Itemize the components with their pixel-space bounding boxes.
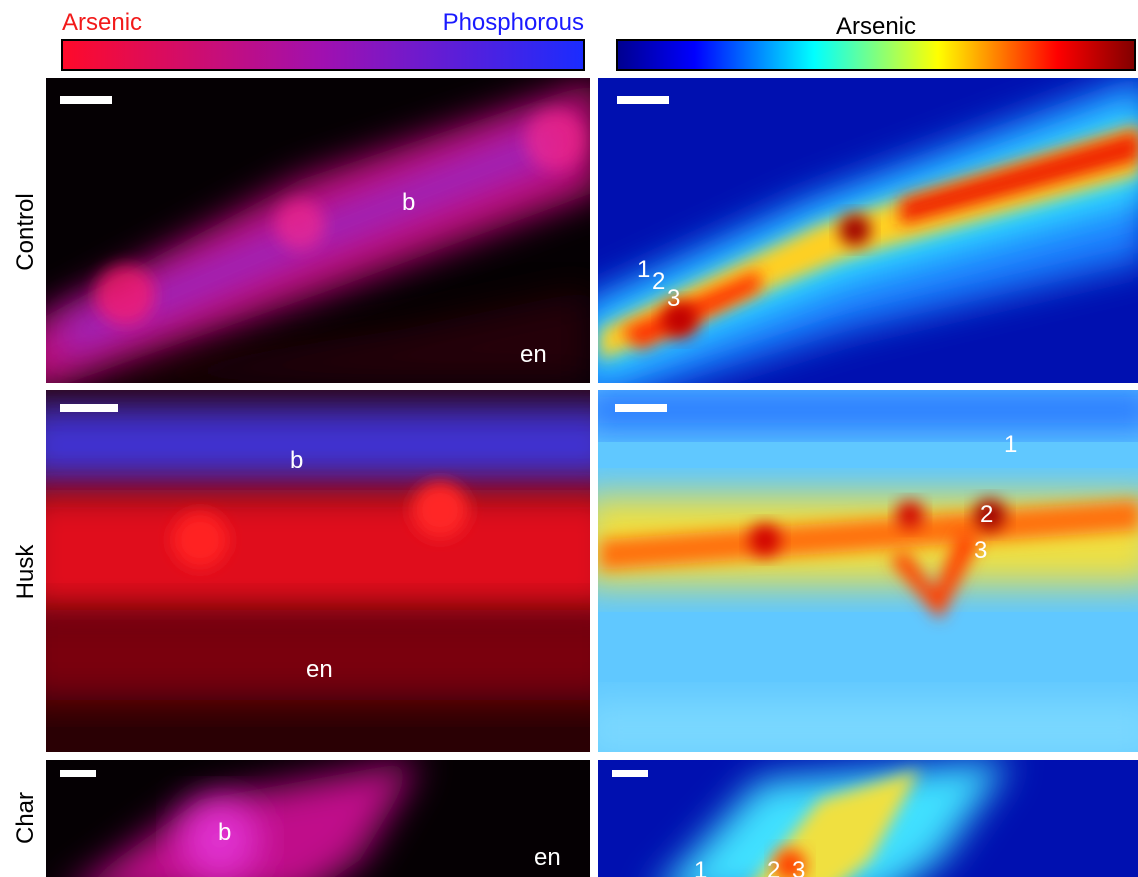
image bbox=[580, 390, 1138, 760]
colorbar-label: Arsenic bbox=[836, 13, 916, 40]
figure: Arsenic Phosphorous Arsenic Control Husk… bbox=[0, 0, 1138, 877]
colorbar-label: Phosphorous bbox=[443, 9, 584, 36]
annotation: b bbox=[290, 447, 303, 474]
annotation: 1 bbox=[637, 256, 650, 283]
colorbar bbox=[62, 40, 584, 70]
annotation: b bbox=[218, 819, 231, 846]
colorbars bbox=[62, 40, 1135, 70]
annotation: 2 bbox=[980, 501, 993, 528]
annotation: 2 bbox=[652, 268, 665, 295]
annotation: 1 bbox=[1004, 431, 1017, 458]
annotation: 3 bbox=[667, 285, 680, 312]
annotation: b bbox=[402, 189, 415, 216]
image bbox=[20, 78, 600, 400]
annotation: 1 bbox=[694, 857, 707, 877]
annotation: 2 bbox=[767, 857, 780, 877]
colorbar-label: Arsenic bbox=[62, 9, 142, 36]
annotation: en bbox=[534, 844, 561, 871]
image bbox=[560, 70, 1138, 420]
image bbox=[20, 390, 620, 752]
annotation: en bbox=[306, 656, 333, 683]
image bbox=[46, 760, 590, 877]
row-label: Control bbox=[12, 193, 39, 270]
row-label: Husk bbox=[12, 544, 39, 600]
annotation: 3 bbox=[792, 857, 805, 877]
annotation: 3 bbox=[974, 537, 987, 564]
colorbar bbox=[617, 40, 1135, 70]
image bbox=[598, 760, 1138, 877]
annotation: en bbox=[520, 341, 547, 368]
row-label: Char bbox=[12, 792, 39, 844]
